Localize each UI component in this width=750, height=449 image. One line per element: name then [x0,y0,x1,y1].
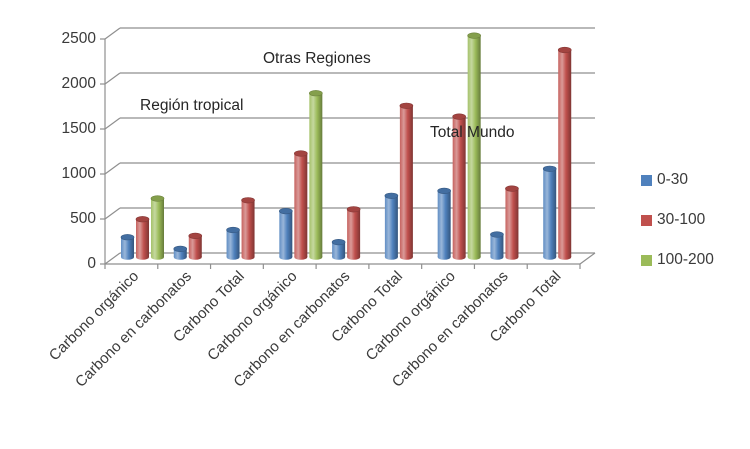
y-tick-label: 500 [70,210,96,227]
annotation-group-1: Región tropical [140,97,244,114]
y-tick-label: 1500 [62,120,97,137]
legend-item-100-200: 100-200 [641,252,714,268]
bar-30-100-cat2 [188,232,203,260]
bar-0-30-cat1 [120,234,135,260]
legend-label: 30-100 [657,211,706,228]
annotation-group-2: Otras Regiones [263,50,371,67]
bar-0-30-cat9 [542,165,557,260]
chart-legend: 0-30 30-100 100-200 [641,172,714,268]
bar-100-200-cat4 [309,90,323,260]
category-label: Carbono orgánico [204,268,300,364]
gridline-connector [104,72,121,85]
legend-swatch-icon [641,174,652,186]
category-label: Carbono orgánico [46,268,142,364]
legend-swatch-icon [641,214,652,226]
gridline-connector [104,162,121,175]
bar-0-30-cat5 [331,239,346,260]
bar-0-30-cat3 [226,226,240,260]
gridline-connector [104,252,121,265]
legend-label: 0-30 [657,171,689,188]
bar-30-100-cat7 [452,113,466,260]
gridline-connector [104,27,121,40]
bar-100-200-cat7 [467,32,481,260]
legend-item-0-30: 0-30 [641,172,714,188]
category-label: Carbono orgánico [363,268,459,364]
bar-30-100-cat3 [241,197,255,260]
y-tick-label: 2500 [62,30,97,47]
legend-swatch-icon [641,254,652,266]
bar-0-30-cat6 [384,192,399,260]
bar-0-30-cat7 [437,187,451,260]
bar-30-100-cat4 [294,150,308,260]
bar-30-100-cat1 [135,216,150,260]
gridline-connector [104,207,121,220]
y-tick-label: 0 [87,255,96,272]
legend-item-30-100: 30-100 [641,212,714,228]
bar-0-30-cat4 [279,208,293,260]
bar-30-100-cat5 [346,206,361,260]
y-tick-label: 2000 [62,75,97,92]
bar-30-100-cat9 [557,46,572,260]
bar-30-100-cat8 [505,185,519,260]
floor-right-edge [579,252,596,265]
annotation-group-3: Total Mundo [430,124,515,141]
y-tick-label: 1000 [62,165,97,182]
legend-label: 100-200 [657,251,714,268]
bar-100-200-cat1 [150,195,165,260]
bar-30-100-cat6 [399,102,414,260]
bar-0-30-cat2 [173,245,188,260]
gridline-connector [104,117,121,130]
bar-0-30-cat8 [490,231,504,260]
